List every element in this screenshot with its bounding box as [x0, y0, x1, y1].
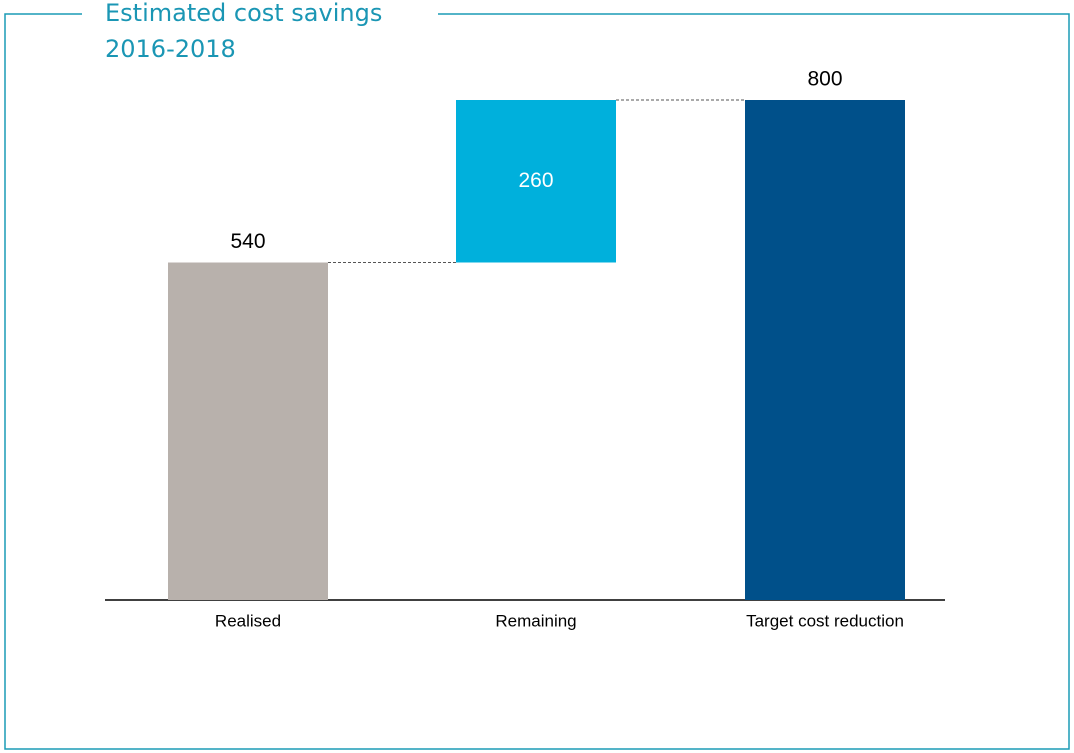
value-label: 260	[518, 169, 553, 192]
x-tick-label: Remaining	[495, 611, 576, 630]
x-tick-label: Realised	[215, 611, 281, 630]
value-label: 800	[807, 68, 842, 91]
title-backdrop	[82, 2, 438, 26]
x-tick-label: Target cost reduction	[746, 611, 904, 630]
chart-title: Estimated cost savings	[105, 0, 382, 27]
value-label: 540	[230, 230, 265, 253]
frame	[4, 13, 1070, 750]
bar	[168, 262, 328, 600]
chart-title: 2016-2018	[105, 35, 236, 63]
bar	[456, 100, 616, 263]
bar	[745, 100, 905, 600]
